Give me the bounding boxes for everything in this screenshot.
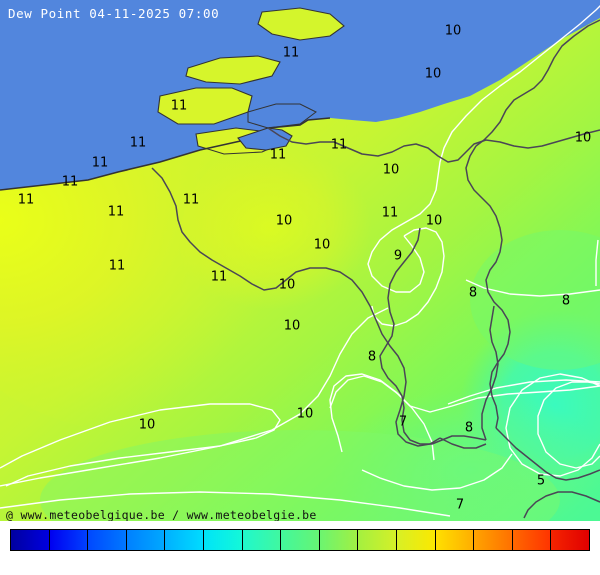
colorbar-segment xyxy=(88,530,127,550)
colorbar-segment xyxy=(396,530,436,550)
credit-text: @ www.meteobelgique.be / www.meteobelgie… xyxy=(6,508,317,521)
contour-label: 11 xyxy=(182,192,200,208)
contour-label: 8 xyxy=(367,349,377,365)
contour-label: 8 xyxy=(464,420,474,436)
contour-label: 8 xyxy=(468,285,478,301)
estuary xyxy=(237,127,293,151)
colorbar-segment xyxy=(358,530,397,550)
contour-label: 10 xyxy=(296,406,314,422)
contour-label: 11 xyxy=(170,98,188,114)
page-title: Dew Point 04-11-2025 07:00 xyxy=(8,6,220,21)
colorbar[interactable] xyxy=(10,529,590,551)
contour-label: 10 xyxy=(275,213,293,229)
contour-label: 8 xyxy=(561,293,571,309)
contour-label: 11 xyxy=(129,135,147,151)
contour-label: 10 xyxy=(574,130,592,146)
contour-label: 11 xyxy=(282,45,300,61)
contour-label: 11 xyxy=(210,269,228,285)
contour-label: 11 xyxy=(108,258,126,274)
contour-label: 10 xyxy=(424,66,442,82)
colorbar-segment xyxy=(435,530,475,550)
contour-label: 10 xyxy=(283,318,301,334)
colorbar-segment xyxy=(126,530,166,550)
scalar-field xyxy=(0,18,600,521)
contour-lines xyxy=(0,5,600,517)
contour-label: 11 xyxy=(269,147,287,163)
contour-label: 10 xyxy=(425,213,443,229)
contour-label: 11 xyxy=(91,155,109,171)
contour-label: 11 xyxy=(381,205,399,221)
contour-label: 5 xyxy=(536,473,546,489)
contour-label: 7 xyxy=(455,497,465,513)
contour-label: 7 xyxy=(398,414,408,430)
colorbar-segment xyxy=(49,530,89,550)
map-svg xyxy=(0,5,600,521)
colorbar-segment xyxy=(165,530,204,550)
colorbar-segment xyxy=(551,530,589,550)
colorbar-segment xyxy=(319,530,359,550)
contour-label: 10 xyxy=(382,162,400,178)
contour-label: 10 xyxy=(444,23,462,39)
colorbar-segment xyxy=(474,530,513,550)
colorbar-segment xyxy=(11,530,50,550)
map-canvas[interactable]: Dew Point 04-11-2025 07:00 @ www.meteobe… xyxy=(0,0,600,521)
contour-label: 10 xyxy=(138,417,156,433)
contour-label: 10 xyxy=(313,237,331,253)
contour-label: 11 xyxy=(107,204,125,220)
country-borders xyxy=(151,19,600,519)
contour-label: 9 xyxy=(393,248,403,264)
colorbar-segment xyxy=(242,530,282,550)
contour-label: 11 xyxy=(61,174,79,190)
colorbar-segment xyxy=(512,530,552,550)
contour-label: 11 xyxy=(330,137,348,153)
contour-label: 10 xyxy=(278,277,296,293)
contour-label: 11 xyxy=(17,192,35,208)
colorbar-segment xyxy=(281,530,320,550)
colorbar-segment xyxy=(203,530,243,550)
